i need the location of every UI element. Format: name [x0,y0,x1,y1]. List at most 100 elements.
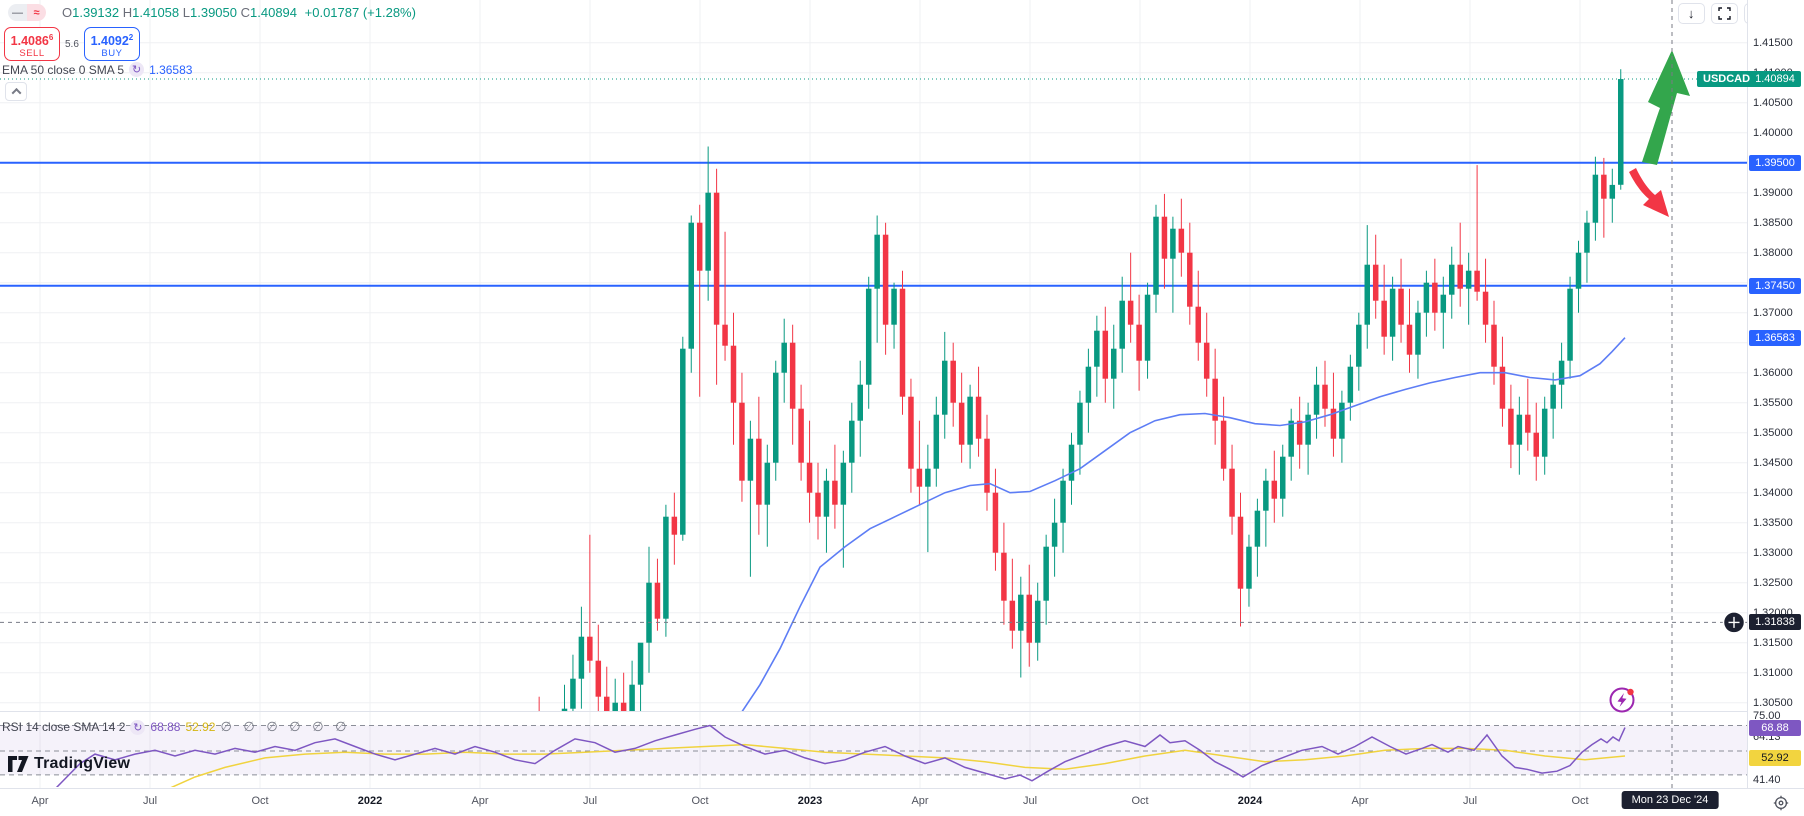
rsi-tick: 41.40 [1753,774,1781,786]
time-label-month: Apr [1351,795,1369,807]
close-label: C [240,5,251,20]
rsi-sma-value: 52.92 [185,720,216,734]
sell-price: 1.4086 [10,34,49,49]
price-tick: 1.34500 [1753,457,1793,469]
time-label-month: Jul [1462,795,1478,807]
green-up-arrow-annotation[interactable] [1642,50,1690,165]
price-tick: 1.36000 [1753,367,1793,379]
rsi-null-values: ∅ ∅ ∅ ∅ ∅ ∅ [220,719,351,734]
time-label-month: Oct [1571,795,1589,807]
time-label-month: Apr [471,795,489,807]
tradingview-wordmark: TradingView [34,755,131,772]
price-tick: 1.33500 [1753,517,1793,529]
price-tick: 1.41500 [1753,37,1793,49]
buy-label: BUY [101,48,123,60]
fullscreen-button[interactable] [1710,3,1738,24]
quick-trade-button[interactable] [1608,686,1636,714]
fullscreen-icon [1717,7,1731,20]
price-tick: 1.31000 [1753,667,1793,679]
chevron-up-icon [11,87,21,98]
price-tick: 1.38000 [1753,247,1793,259]
price-tick: 1.38500 [1753,217,1793,229]
price-tick: 1.35000 [1753,427,1793,439]
price-tick: 1.39000 [1753,187,1793,199]
ema-title: EMA 50 close 0 SMA 5 [2,62,125,77]
low-value: 1.39050 [190,5,237,20]
price-tick: 1.35500 [1753,397,1793,409]
rsi-badge: 52.92 [1749,750,1801,766]
price-badge: 1.36583 [1749,330,1801,346]
cursor-time-badge: Mon 23 Dec '24 [1621,791,1719,809]
collapse-dash-button[interactable]: — [8,4,27,21]
trade-widget: 1.40866 SELL 5.6 1.40922 BUY [4,27,140,61]
time-label-month: Oct [691,795,709,807]
grid [0,0,1747,788]
red-down-arrow-annotation[interactable] [1629,168,1669,217]
sell-price-sup: 6 [48,33,54,42]
time-axis-settings-icon[interactable] [1772,794,1790,812]
ohlc-legend: O1.39132 H1.41058 L1.39050 C1.40894 +0.0… [62,5,416,20]
time-axis[interactable]: Apr Jul Oct 2022 Apr Jul Oct 2023 Apr Jul Oct 2024 A… [0,788,1804,816]
price-badge: 1.31838 [1749,614,1801,630]
time-label-month: Jul [1022,795,1038,807]
refresh-icon[interactable]: ↻ [129,62,145,77]
rsi-title: RSI 14 close SMA 14 2 [2,720,126,734]
time-label-year: 2024 [1237,795,1263,807]
close-value: 1.40894 [250,5,298,20]
low-label: L [182,5,190,20]
rsi-badge: 68.88 [1749,720,1801,736]
main-pane[interactable] [0,50,1747,816]
time-label-month: Apr [911,795,929,807]
price-tick: 1.40000 [1753,127,1793,139]
price-tick: 1.30500 [1753,697,1793,709]
time-label-month: Oct [1131,795,1149,807]
high-value: 1.41058 [132,5,180,20]
rsi-sma-line [170,743,1626,787]
sell-label: SELL [19,48,45,60]
tradingview-logo[interactable]: TradingView [8,755,130,773]
candles [538,69,1624,711]
price-badge: 1.39500 [1749,155,1801,171]
time-label-year: 2023 [797,795,823,807]
price-tick: 1.40500 [1753,97,1793,109]
time-label-month: Apr [31,795,49,807]
rsi-line [55,724,1626,787]
lightning-icon [1617,693,1627,707]
open-value: 1.39132 [72,5,120,20]
price-badge: 1.40894 [1749,71,1801,87]
rsi-pane[interactable] [0,724,1747,816]
price-tick: 1.31500 [1753,637,1793,649]
price-badge: 1.37450 [1749,278,1801,294]
buy-button[interactable]: 1.40922 BUY [83,27,140,61]
ema-line[interactable] [741,337,1626,712]
time-label-month: Jul [142,795,158,807]
high-label: H [122,5,133,20]
price-tick: 1.33000 [1753,547,1793,559]
price-tick: 1.34000 [1753,487,1793,499]
legend-collapse-button[interactable] [5,82,27,101]
time-label-year: 2022 [357,795,383,807]
open-label: O [62,5,73,20]
ema-indicator-legend[interactable]: EMA 50 close 0 SMA 5 ↻ 1.36583 [2,62,192,77]
chart-mode-pills: — ≈ [8,4,46,21]
spread-value: 5.6 [65,38,79,50]
symbol-badge: USDCAD [1697,71,1757,87]
rsi-tick: 75.00 [1753,710,1781,722]
buy-price-sup: 2 [128,33,134,42]
ema-value: 1.36583 [149,62,193,77]
time-label-month: Jul [582,795,598,807]
rsi-indicator-legend[interactable]: RSI 14 close SMA 14 2 ↻ 68.88 52.92 ∅ ∅ … [2,719,350,735]
price-axis[interactable]: 1.415001.410001.405001.400001.390001.385… [1747,0,1804,788]
arrow-down-icon: ↓ [1687,6,1695,21]
wave-mode-button[interactable]: ≈ [27,4,46,21]
change-value: +0.01787 (+1.28%) [304,5,416,20]
buy-price: 1.4092 [90,34,129,49]
refresh-icon[interactable]: ↻ [130,719,146,735]
scroll-to-latest-button[interactable]: ↓ [1677,3,1705,24]
rsi-value: 68.88 [150,720,181,734]
sell-button[interactable]: 1.40866 SELL [4,27,60,61]
crosshair-plus-icon[interactable] [1722,611,1746,634]
time-label-month: Oct [251,795,269,807]
price-tick: 1.32500 [1753,577,1793,589]
